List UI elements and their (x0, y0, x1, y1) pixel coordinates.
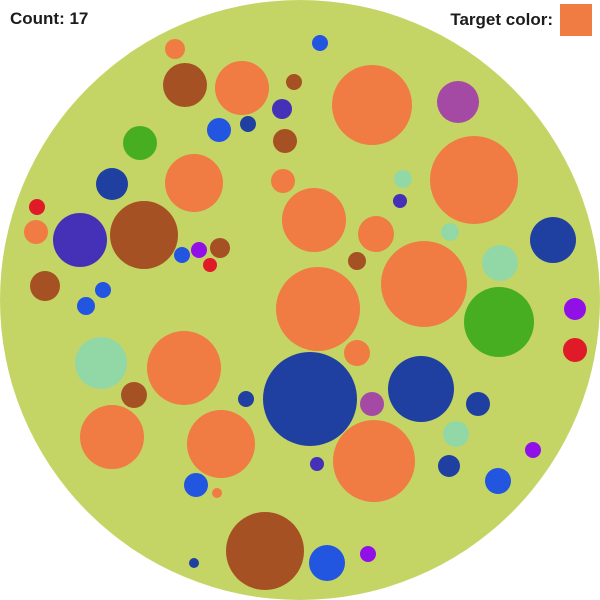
purple-ball[interactable] (525, 442, 541, 458)
orange-ball[interactable] (276, 267, 360, 351)
blue-ball[interactable] (312, 35, 328, 51)
mint-ball[interactable] (75, 337, 127, 389)
purple-ball[interactable] (191, 242, 207, 258)
navy-ball[interactable] (240, 116, 256, 132)
navy-ball[interactable] (96, 168, 128, 200)
orange-ball[interactable] (165, 39, 185, 59)
blue-ball[interactable] (95, 282, 111, 298)
navy-ball[interactable] (438, 455, 460, 477)
red-ball[interactable] (29, 199, 45, 215)
brown-ball[interactable] (273, 129, 297, 153)
indigo-ball[interactable] (310, 457, 324, 471)
brown-ball[interactable] (210, 238, 230, 258)
navy-ball[interactable] (530, 217, 576, 263)
mint-ball[interactable] (394, 170, 412, 188)
orange-ball[interactable] (165, 154, 223, 212)
red-ball[interactable] (563, 338, 587, 362)
orange-ball[interactable] (80, 405, 144, 469)
brown-ball[interactable] (163, 63, 207, 107)
purple-ball[interactable] (360, 546, 376, 562)
blue-ball[interactable] (309, 545, 345, 581)
red-ball[interactable] (203, 258, 217, 272)
purple-ball[interactable] (564, 298, 586, 320)
blue-ball[interactable] (174, 247, 190, 263)
orange-ball[interactable] (147, 331, 221, 405)
orange-ball[interactable] (332, 65, 412, 145)
navy-ball[interactable] (263, 352, 357, 446)
brown-ball[interactable] (348, 252, 366, 270)
orange-ball[interactable] (381, 241, 467, 327)
blue-ball[interactable] (77, 297, 95, 315)
orange-ball[interactable] (215, 61, 269, 115)
mint-ball[interactable] (482, 245, 518, 281)
brown-ball[interactable] (30, 271, 60, 301)
mint-ball[interactable] (441, 223, 459, 241)
magenta-ball[interactable] (437, 81, 479, 123)
orange-ball[interactable] (282, 188, 346, 252)
orange-ball[interactable] (344, 340, 370, 366)
green-ball[interactable] (123, 126, 157, 160)
navy-ball[interactable] (189, 558, 199, 568)
indigo-ball[interactable] (393, 194, 407, 208)
orange-ball[interactable] (187, 410, 255, 478)
navy-ball[interactable] (238, 391, 254, 407)
brown-ball[interactable] (121, 382, 147, 408)
target-color-label: Target color: (450, 10, 553, 29)
indigo-ball[interactable] (53, 213, 107, 267)
target-color-indicator: Target color: (450, 4, 592, 36)
orange-ball[interactable] (358, 216, 394, 252)
indigo-ball[interactable] (272, 99, 292, 119)
brown-ball[interactable] (110, 201, 178, 269)
orange-ball[interactable] (24, 220, 48, 244)
navy-ball[interactable] (466, 392, 490, 416)
magenta-ball[interactable] (360, 392, 384, 416)
blue-ball[interactable] (184, 473, 208, 497)
orange-ball[interactable] (333, 420, 415, 502)
count-label: Count: 17 (10, 9, 89, 28)
green-ball[interactable] (464, 287, 534, 357)
blue-ball[interactable] (207, 118, 231, 142)
orange-ball[interactable] (430, 136, 518, 224)
blue-ball[interactable] (485, 468, 511, 494)
orange-ball[interactable] (271, 169, 295, 193)
count-display: Count: 17 (10, 9, 88, 29)
brown-ball[interactable] (286, 74, 302, 90)
mint-ball[interactable] (443, 421, 469, 447)
balls-group (24, 35, 587, 590)
navy-ball[interactable] (388, 356, 454, 422)
brown-ball[interactable] (226, 512, 304, 590)
orange-ball[interactable] (212, 488, 222, 498)
target-color-swatch (560, 4, 592, 36)
